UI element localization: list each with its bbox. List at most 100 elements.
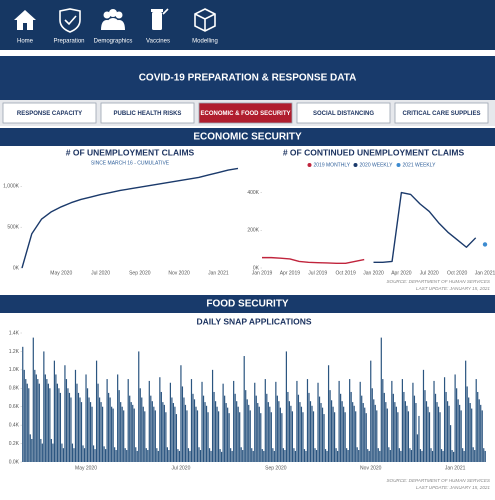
nav-home[interactable]: Home [14,10,36,45]
section-bar [0,128,495,146]
nav-modelling[interactable]: Modelling [192,8,218,45]
bar [376,410,378,462]
x-tick-label: Jan 2019 [252,270,273,276]
bar [380,337,382,462]
bar [480,404,482,462]
bar [178,450,181,462]
bar [309,401,312,462]
chart-title: # OF UNEMPLOYMENT CLAIMS [66,147,195,157]
bar [484,450,486,462]
bar [401,379,403,462]
bar [239,412,241,462]
bar [468,397,470,462]
tab[interactable]: SOCIAL DISTANCING [296,102,391,124]
y-tick-label: 1.4K [9,330,20,336]
bar [101,406,104,462]
bar [481,410,483,462]
legend-label: 2020 WEEKLY [360,162,394,168]
section-title: FOOD SECURITY [206,299,289,310]
tab-button [394,102,489,124]
home-icon [14,10,36,30]
bar [228,413,230,462]
bar [147,450,149,462]
bar [270,412,272,462]
bar [248,404,250,462]
bar [193,399,196,462]
bar [430,448,432,462]
bar [227,407,229,462]
bar [58,388,60,462]
bar [465,360,467,462]
bar [418,415,420,462]
bar [356,447,358,462]
vial-icon [152,12,162,30]
tab-label: PUBLIC HEALTH RISKS [114,111,182,117]
bar [333,412,336,462]
bar [234,393,236,462]
bar [415,403,417,462]
bar [340,393,342,462]
bar [456,388,458,462]
nav-vaccines[interactable]: Vaccines [146,8,170,45]
bar [267,402,269,462]
bar [171,397,173,462]
bar [343,406,345,462]
bar [222,383,224,462]
bar [67,388,69,462]
bar [364,407,366,462]
bar [406,405,408,462]
bar [157,450,159,462]
legend-label: 2021 WEEKLY [403,162,437,168]
bar [305,450,307,462]
tab-label: SOCIAL DISTANCING [313,111,374,117]
bar [56,383,59,462]
bar [311,405,313,462]
bar [457,399,459,462]
bar [65,379,68,462]
bar [138,351,140,462]
bar [68,392,71,462]
bar [266,393,268,462]
bar [346,448,348,462]
y-tick-label: 1.0K [9,367,20,373]
bar [207,412,209,462]
bar [221,451,223,462]
legend-label: 2019 MONTHLY [314,162,351,168]
bar [196,410,199,462]
bar [332,406,334,462]
bar [472,447,474,462]
bar [190,379,193,462]
nav-label: Preparation [53,39,84,45]
bar [124,448,126,462]
bar [312,411,315,462]
tab-label: ECONOMIC & FOOD SECURITY [200,111,290,117]
bar [392,393,394,462]
nav-preparation[interactable]: Preparation [53,8,85,45]
bar [440,449,443,462]
bar [338,380,340,462]
tab[interactable]: PUBLIC HEALTH RISKS [100,102,195,124]
bar [308,392,310,462]
page-title: COVID-19 PREPARATION & RESPONSE DATA [139,73,357,84]
bar [172,403,175,462]
nav-demographics[interactable]: Demographics [94,9,133,45]
tab[interactable]: ECONOMIC & FOOD SECURITY [198,102,293,124]
person-icon [109,9,117,17]
header-bar [0,56,495,100]
bar [315,450,318,462]
tab[interactable]: CRITICAL CARE SUPPLIES [394,102,489,124]
bar [483,448,485,462]
bar [208,448,211,462]
bar [108,392,110,462]
y-tick-label: 0.6K [9,404,20,410]
x-tick-label: Oct 2019 [335,270,356,276]
bar [245,390,247,462]
bar [290,405,292,462]
bar [130,402,132,462]
bar [219,449,221,462]
bar [410,450,413,462]
tab[interactable]: RESPONSE CAPACITY [2,102,97,124]
bar [55,374,57,462]
bar [224,395,226,462]
bar [261,449,263,462]
